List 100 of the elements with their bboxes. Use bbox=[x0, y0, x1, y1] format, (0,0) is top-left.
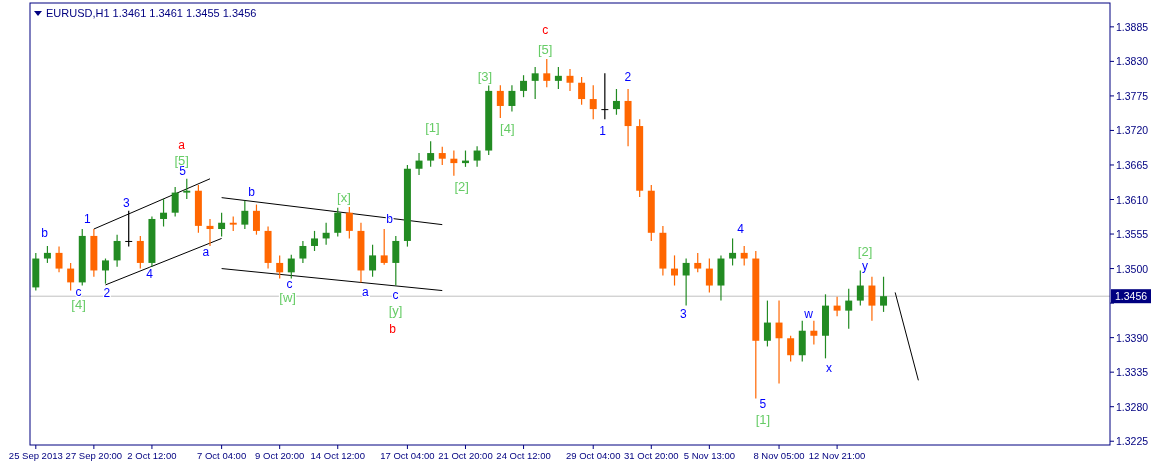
candlestick bbox=[531, 66, 539, 100]
candlestick bbox=[810, 320, 818, 346]
annotation: [x] bbox=[337, 189, 351, 205]
candlestick bbox=[496, 84, 504, 119]
candlestick bbox=[427, 140, 435, 168]
candlestick bbox=[763, 300, 771, 348]
x-tick-label: 5 Nov 13:00 bbox=[683, 450, 735, 461]
candlestick bbox=[473, 145, 481, 168]
candlestick bbox=[868, 276, 876, 322]
y-tick-label: 1.3830 bbox=[1116, 55, 1149, 68]
candlestick bbox=[334, 207, 342, 238]
x-tick-label: 24 Oct 12:00 bbox=[496, 450, 551, 461]
candlestick bbox=[520, 74, 528, 98]
candlestick bbox=[729, 237, 737, 267]
candlestick bbox=[694, 252, 702, 273]
annotation: w bbox=[803, 307, 814, 322]
y-tick-label: 1.3390 bbox=[1116, 331, 1149, 344]
y-tick-label: 1.3885 bbox=[1116, 20, 1149, 33]
x-tick-label: 29 Oct 04:00 bbox=[566, 450, 621, 461]
annotation: 2 bbox=[103, 286, 111, 301]
candlestick bbox=[322, 222, 330, 246]
annotation: a bbox=[178, 138, 186, 153]
candlestick bbox=[705, 257, 713, 294]
candlestick bbox=[67, 262, 75, 292]
annotation: b bbox=[248, 185, 256, 200]
x-tick-label: 14 Oct 12:00 bbox=[310, 450, 365, 461]
y-tick-label: 1.3225 bbox=[1116, 435, 1149, 448]
annotation: 4 bbox=[737, 222, 745, 237]
candlestick bbox=[508, 84, 516, 113]
x-tick-label: 9 Oct 20:00 bbox=[255, 450, 305, 461]
annotation: [5] bbox=[537, 41, 553, 57]
candlestick bbox=[311, 230, 318, 252]
x-tick-label: 12 Nov 21:00 bbox=[808, 450, 866, 461]
annotation: [w] bbox=[279, 289, 296, 305]
candlestick bbox=[415, 152, 423, 176]
annotation: c bbox=[392, 288, 399, 303]
annotation: y bbox=[862, 259, 869, 274]
candlestick bbox=[845, 288, 853, 330]
candlestick bbox=[740, 245, 748, 267]
y-tick-label: 1.3775 bbox=[1116, 89, 1149, 102]
annotation: 4 bbox=[146, 267, 154, 282]
candlestick bbox=[578, 76, 586, 106]
annotation: [2] bbox=[857, 243, 873, 259]
candlestick bbox=[438, 146, 446, 166]
candlestick bbox=[833, 296, 841, 317]
candlestick bbox=[113, 234, 121, 268]
candlestick bbox=[287, 254, 295, 280]
x-tick-label: 7 Oct 04:00 bbox=[197, 450, 247, 461]
annotation: [1] bbox=[425, 119, 440, 135]
candlestick bbox=[589, 84, 597, 120]
candlestick bbox=[218, 212, 226, 238]
candlestick bbox=[450, 149, 458, 177]
candlestick bbox=[136, 235, 144, 270]
annotation: 1 bbox=[599, 124, 607, 139]
annotation: b bbox=[389, 322, 397, 337]
annotation: [y] bbox=[388, 302, 403, 318]
y-tick-label: 1.3500 bbox=[1116, 262, 1149, 275]
candlestick bbox=[880, 276, 888, 313]
candlestick bbox=[299, 240, 307, 264]
annotation: 3 bbox=[679, 307, 687, 322]
candlestick bbox=[775, 300, 783, 385]
candlestick bbox=[183, 178, 191, 200]
annotation: c bbox=[286, 277, 293, 292]
annotation: 1 bbox=[84, 212, 92, 227]
x-tick-label: 8 Nov 05:00 bbox=[753, 450, 805, 461]
chart-title: EURUSD,H1 1.3461 1.3461 1.3455 1.3456 bbox=[46, 7, 257, 19]
annotation: c bbox=[542, 23, 549, 38]
candlestick bbox=[856, 269, 864, 307]
candlestick bbox=[380, 228, 388, 266]
annotation: 3 bbox=[122, 196, 130, 211]
candlestick bbox=[392, 235, 400, 287]
annotation: [3] bbox=[477, 68, 493, 84]
candlestick bbox=[171, 186, 179, 218]
annotation: b bbox=[41, 226, 49, 241]
candlestick bbox=[601, 72, 609, 120]
annotation: a bbox=[202, 245, 210, 260]
x-tick-label: 2 Oct 12:00 bbox=[127, 450, 177, 461]
candlestick bbox=[252, 203, 260, 236]
x-tick-label: 31 Oct 20:00 bbox=[624, 450, 679, 461]
x-tick-label: 25 Sep 2013 bbox=[8, 450, 63, 461]
y-tick-label: 1.3610 bbox=[1116, 193, 1149, 206]
x-tick-label: 27 Sep 20:00 bbox=[65, 450, 123, 461]
y-tick-label: 1.3720 bbox=[1116, 124, 1149, 137]
candlestick bbox=[160, 198, 168, 228]
annotation: 5 bbox=[759, 397, 767, 412]
annotation: [2] bbox=[454, 178, 469, 194]
annotation: x bbox=[826, 361, 833, 376]
x-tick-label: 21 Oct 20:00 bbox=[438, 450, 493, 461]
ref-line-label: 1.3456 bbox=[1115, 290, 1148, 303]
candlestick bbox=[612, 88, 620, 116]
candlestick bbox=[787, 335, 795, 363]
y-tick-label: 1.3335 bbox=[1116, 366, 1149, 379]
candlestick bbox=[55, 246, 63, 273]
candlestick bbox=[369, 244, 377, 278]
annotation: [1] bbox=[755, 411, 771, 427]
candlestick bbox=[276, 254, 284, 280]
x-tick-label: 17 Oct 04:00 bbox=[380, 450, 435, 461]
y-tick-label: 1.3555 bbox=[1116, 228, 1149, 241]
candlestick bbox=[682, 257, 690, 307]
annotation: [4] bbox=[500, 120, 515, 136]
